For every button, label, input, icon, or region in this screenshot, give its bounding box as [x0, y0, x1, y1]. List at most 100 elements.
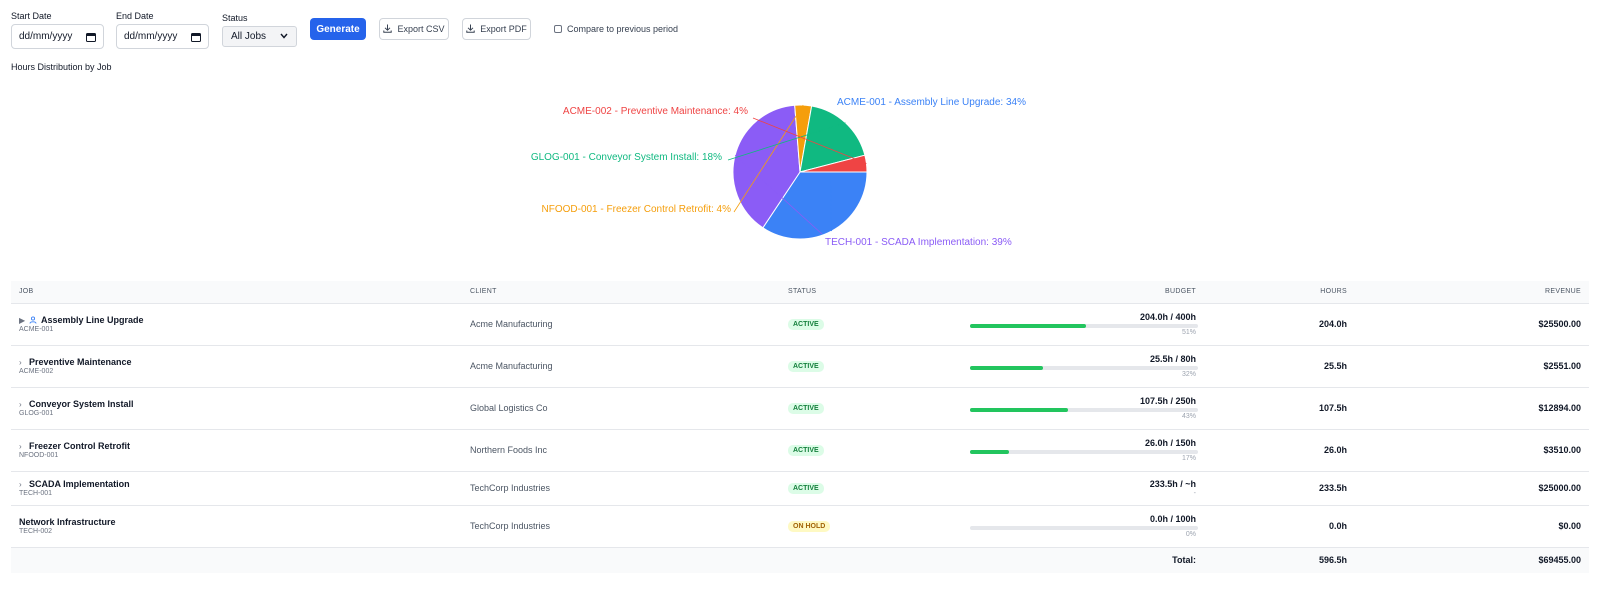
expand-row-icon[interactable]: ▶	[19, 315, 26, 325]
expand-row-icon[interactable]: ›	[19, 441, 22, 451]
total-label: Total:	[1172, 555, 1196, 566]
table-row[interactable]: › Freezer Control Retrofit NFOOD-001 Northe…	[11, 429, 1589, 472]
total-hours: 596.5h	[1318, 555, 1347, 566]
column-header-budget[interactable]: Budget	[962, 281, 1204, 304]
client-name: Acme Manufacturing	[470, 361, 553, 371]
generate-button[interactable]: Generate	[310, 18, 366, 40]
job-hours: 0.0h	[1328, 521, 1347, 531]
budget-progress-bar	[970, 408, 1198, 412]
status-select-value: All Jobs	[231, 31, 267, 42]
hours-pie-chart: ACME-001 - Assembly Line Upgrade: 34% TEC…	[531, 97, 1026, 248]
pie-leader-line	[727, 122, 846, 161]
download-icon	[466, 24, 475, 35]
table-row[interactable]: Network Infrastructure TECH-002 TechCorp I…	[11, 505, 1589, 548]
job-hours: 204.0h	[1318, 319, 1347, 329]
export-csv-label: Export CSV	[397, 24, 445, 34]
status-badge: ACTIVE	[788, 361, 824, 372]
expand-row-icon[interactable]: ›	[19, 479, 22, 489]
pie-leader-line	[752, 117, 867, 164]
export-csv-button[interactable]: Export CSV	[379, 18, 449, 40]
start-date-label: Start Date	[11, 11, 52, 21]
budget-percent: 0%	[1185, 531, 1196, 538]
expand-row-icon[interactable]: ›	[19, 399, 22, 409]
export-pdf-button[interactable]: Export PDF	[462, 18, 531, 40]
table-footer-row: Total: 596.5h $69455.00	[11, 547, 1589, 573]
table-row[interactable]: › Preventive Maintenance ACME-002 Acme Manu…	[11, 345, 1589, 388]
column-header-status[interactable]: Status	[780, 281, 962, 304]
job-hours: 26.0h	[1323, 445, 1347, 455]
pie-slice-label: ACME-002 - Preventive Maintenance: 4%	[563, 106, 748, 117]
column-header-revenue[interactable]: Revenue	[1355, 281, 1589, 304]
pie-leader-line	[734, 154, 823, 235]
job-revenue: $12894.00	[1538, 403, 1581, 413]
table-header-row: Job Client Status Budget Hours Revenue	[11, 281, 1589, 304]
budget-percent: 51%	[1181, 329, 1196, 336]
status-badge: ACTIVE	[788, 319, 824, 330]
start-date-input[interactable]: dd/mm/yyyy	[11, 24, 104, 49]
job-code: NFOOD-001	[19, 452, 59, 459]
job-name: Freezer Control Retrofit	[29, 441, 131, 451]
client-name: Northern Foods Inc	[470, 445, 548, 455]
job-code: ACME-001	[19, 326, 54, 333]
job-name: Assembly Line Upgrade	[41, 315, 144, 325]
job-name: Network Infrastructure	[19, 517, 116, 527]
pie-slice-label: GLOG-001 - Conveyor System Install: 18%	[531, 152, 722, 163]
job-code: GLOG-001	[19, 410, 54, 417]
pie-slice[interactable]	[799, 105, 866, 173]
budget-text: 26.0h / 150h	[1144, 438, 1196, 448]
budget-text: 233.5h / ~h	[1149, 479, 1196, 489]
budget-progress-fill	[970, 366, 1043, 370]
download-icon	[383, 24, 393, 35]
job-name: Preventive Maintenance	[29, 357, 132, 367]
table-row[interactable]: ▶ Assembly Line Upgrade ACME-001 Acme Manuf…	[11, 303, 1589, 346]
end-date-value: dd/mm/yyyy	[124, 31, 178, 42]
expand-row-icon[interactable]: ›	[19, 357, 22, 367]
budget-percent: 32%	[1181, 371, 1196, 378]
client-name: Acme Manufacturing	[470, 319, 553, 329]
job-cell: › Freezer Control Retrofit NFOOD-001	[11, 429, 462, 472]
job-code: ACME-002	[19, 368, 54, 375]
table-row[interactable]: › Conveyor System Install GLOG-001 Global L…	[11, 387, 1589, 430]
client-name: TechCorp Industries	[470, 483, 551, 493]
job-revenue: $25500.00	[1538, 319, 1581, 329]
export-pdf-label: Export PDF	[480, 24, 527, 34]
compare-toggle[interactable]: Compare to previous period	[554, 24, 678, 34]
budget-cell: 107.5h / 250h 43%	[962, 387, 1204, 430]
job-cell: › Conveyor System Install GLOG-001	[11, 387, 462, 430]
job-hours: 233.5h	[1318, 483, 1347, 493]
budget-cell: 0.0h / 100h 0%	[962, 505, 1204, 548]
status-badge: ON HOLD	[788, 521, 831, 532]
budget-percent: 43%	[1181, 413, 1196, 420]
total-revenue: $69455.00	[1538, 555, 1581, 566]
job-revenue: $0.00	[1558, 521, 1581, 531]
status-select[interactable]: All Jobs	[222, 26, 297, 47]
job-revenue: $25000.00	[1538, 483, 1581, 493]
job-name: SCADA Implementation	[29, 479, 130, 489]
end-date-input[interactable]: dd/mm/yyyy	[116, 24, 209, 49]
pie-slice-label: ACME-001 - Assembly Line Upgrade: 34%	[837, 97, 1026, 108]
status-label: Status	[222, 13, 248, 23]
column-header-job[interactable]: Job	[11, 281, 462, 304]
column-header-client[interactable]: Client	[462, 281, 780, 304]
pie-leader-line	[733, 104, 804, 213]
table-row[interactable]: › SCADA Implementation TECH-001 TechCorp In…	[11, 471, 1589, 506]
chart-title: Hours Distribution by Job	[11, 62, 112, 72]
pie-slice[interactable]	[799, 154, 868, 173]
column-header-hours[interactable]: Hours	[1204, 281, 1355, 304]
pie-slice-label: NFOOD-001 - Freezer Control Retrofit: 4%	[542, 204, 732, 215]
job-cell: › SCADA Implementation TECH-001	[11, 471, 462, 506]
budget-progress-bar	[970, 324, 1198, 328]
budget-cell: 233.5h / ~h -	[962, 471, 1204, 506]
job-cell: Network Infrastructure TECH-002	[11, 505, 462, 548]
budget-progress-bar	[970, 366, 1198, 370]
client-name: TechCorp Industries	[470, 521, 551, 531]
budget-cell: 26.0h / 150h 17%	[962, 429, 1204, 472]
calendar-icon[interactable]	[191, 32, 201, 42]
pie-slice-label: TECH-001 - SCADA Implementation: 39%	[825, 237, 1012, 248]
budget-cell: 25.5h / 80h 32%	[962, 345, 1204, 388]
budget-text: 107.5h / 250h	[1139, 396, 1196, 406]
calendar-icon[interactable]	[86, 32, 96, 42]
compare-label: Compare to previous period	[567, 24, 679, 34]
compare-checkbox[interactable]	[554, 25, 562, 33]
job-hours: 25.5h	[1323, 361, 1347, 371]
